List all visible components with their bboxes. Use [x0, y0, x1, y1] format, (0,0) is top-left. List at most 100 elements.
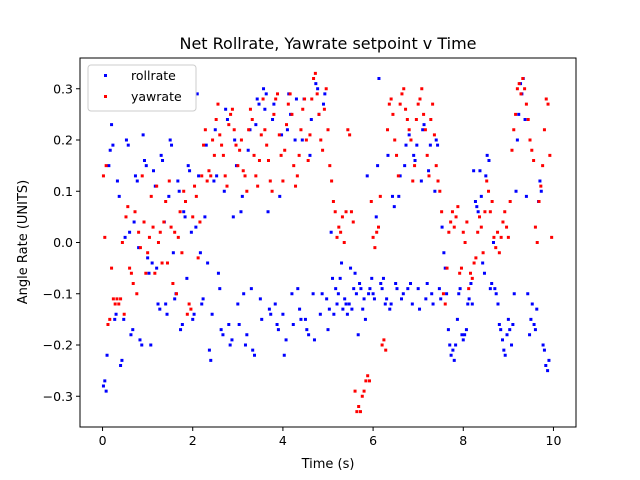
yawrate-point — [355, 410, 359, 414]
yawrate-point — [487, 189, 491, 193]
rollrate-point — [374, 215, 378, 219]
rollrate-point — [467, 297, 471, 301]
rollrate-point — [546, 369, 550, 373]
yawrate-point — [203, 128, 207, 132]
yawrate-point — [425, 153, 429, 157]
rollrate-point — [253, 353, 256, 357]
yawrate-point — [295, 174, 299, 178]
yawrate-point — [261, 97, 265, 101]
rollrate-point — [341, 307, 345, 311]
yawrate-point — [268, 179, 272, 183]
yawrate-point — [505, 225, 509, 229]
rollrate-point — [200, 302, 204, 306]
yawrate-point — [319, 138, 323, 142]
rollrate-point — [191, 317, 195, 321]
rollrate-point — [230, 338, 234, 342]
rollrate-point — [428, 143, 432, 147]
rollrate-point — [457, 292, 461, 296]
rollrate-point — [454, 343, 458, 347]
rollrate-point — [245, 333, 249, 337]
yawrate-point — [189, 307, 193, 311]
yawrate-point — [384, 348, 388, 352]
yawrate-point — [257, 159, 261, 162]
yawrate-point — [187, 302, 191, 306]
yawrate-point — [277, 133, 281, 137]
yawrate-point — [429, 118, 433, 121]
rollrate-point — [363, 317, 367, 321]
yawrate-point — [470, 276, 474, 280]
yawrate-point — [521, 77, 525, 80]
rollrate-point — [128, 230, 132, 234]
yawrate-point — [216, 102, 220, 106]
legend: rollrate yawrate — [87, 64, 197, 112]
rollrate-point — [389, 302, 393, 306]
yawrate-point — [422, 112, 426, 116]
rollrate-point — [502, 348, 506, 352]
rollrate-point — [254, 123, 258, 127]
rollrate-point — [207, 348, 211, 352]
yawrate-point — [205, 179, 209, 183]
yawrate-point — [174, 292, 178, 296]
yawrate-point — [281, 179, 285, 183]
yawrate-point — [530, 148, 534, 152]
yawrate-point — [101, 174, 105, 178]
rollrate-point — [526, 292, 530, 296]
rollrate-point — [156, 302, 160, 306]
yawrate-point — [133, 210, 137, 214]
yawrate-point — [404, 107, 408, 111]
rollrate-point — [494, 292, 498, 296]
rollrate-point — [347, 302, 351, 306]
yawrate-point — [285, 123, 289, 127]
rollrate-point — [284, 338, 288, 342]
rollrate-point — [448, 343, 452, 347]
rollrate-point — [192, 312, 196, 316]
rollrate-point — [227, 323, 231, 326]
yawrate-point — [398, 102, 402, 106]
y-tick-label: 0.2 — [53, 133, 73, 148]
yawrate-point — [193, 184, 197, 188]
rollrate-point — [431, 302, 435, 306]
rollrate-point — [307, 333, 311, 337]
yawrate-point — [144, 271, 148, 275]
yawrate-point — [180, 251, 184, 255]
yawrate-point — [232, 128, 236, 132]
rollrate-point — [236, 302, 240, 306]
yawrate-point — [209, 174, 213, 178]
rollrate-point — [296, 287, 300, 291]
rollrate-point — [491, 241, 495, 244]
rollrate-point — [255, 97, 259, 101]
yawrate-point — [120, 241, 124, 244]
yawrate-point — [357, 405, 361, 408]
rollrate-point — [140, 343, 144, 347]
rollrate-point — [463, 333, 467, 337]
yawrate-point — [533, 225, 537, 229]
yawrate-point — [185, 312, 189, 316]
yawrate-point — [122, 312, 126, 316]
yawrate-point — [221, 153, 225, 157]
yawrate-point — [160, 261, 164, 265]
yawrate-point — [274, 97, 278, 101]
rollrate-point — [124, 138, 128, 142]
yawrate-point — [405, 118, 409, 121]
rollrate-point — [321, 102, 325, 106]
rollrate-point — [305, 328, 309, 332]
rollrate-point — [354, 292, 358, 296]
rollrate-point — [171, 251, 175, 255]
rollrate-point — [464, 328, 468, 332]
yawrate-point — [490, 200, 494, 203]
rollrate-point — [359, 287, 363, 291]
yawrate-point — [481, 251, 485, 255]
rollrate-point — [338, 276, 342, 280]
rollrate-point — [282, 353, 286, 357]
rollrate-point — [119, 364, 123, 367]
rollrate-point — [271, 118, 275, 121]
rollrate-point — [422, 123, 426, 127]
rollrate-point — [383, 302, 387, 306]
yawrate-point — [301, 107, 305, 111]
rollrate-point — [528, 333, 532, 337]
rollrate-point — [497, 323, 501, 326]
yawrate-point — [115, 297, 119, 301]
yawrate-point — [270, 189, 274, 193]
yawrate-point — [256, 184, 260, 188]
yawrate-point — [119, 297, 123, 301]
